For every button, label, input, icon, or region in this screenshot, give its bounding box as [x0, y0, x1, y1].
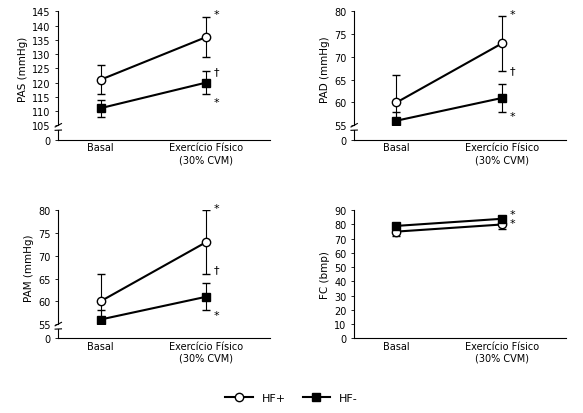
- Text: *: *: [510, 112, 515, 122]
- Text: †: †: [213, 67, 219, 77]
- Y-axis label: PAS (mmHg): PAS (mmHg): [18, 37, 28, 102]
- Text: *: *: [510, 9, 515, 20]
- Text: *: *: [213, 98, 219, 108]
- Text: *: *: [213, 204, 219, 214]
- Text: †: †: [510, 66, 515, 76]
- Text: *: *: [213, 10, 219, 20]
- Legend: HF+, HF-: HF+, HF-: [220, 389, 363, 408]
- Text: *: *: [213, 310, 219, 320]
- Text: †: †: [213, 265, 219, 275]
- Y-axis label: FC (bmp): FC (bmp): [320, 251, 330, 299]
- Y-axis label: PAD (mmHg): PAD (mmHg): [320, 36, 330, 102]
- Text: *: *: [510, 210, 515, 220]
- Y-axis label: PAM (mmHg): PAM (mmHg): [24, 234, 34, 301]
- Text: *: *: [510, 218, 515, 228]
